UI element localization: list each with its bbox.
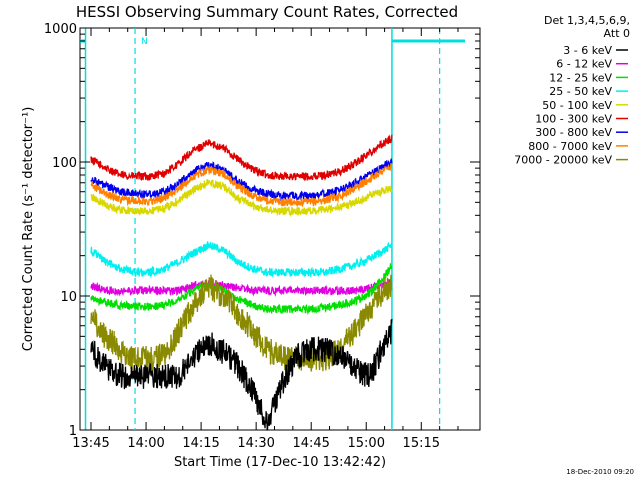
series-line-50-100-keV <box>90 179 393 218</box>
series-line-100-300-keV <box>90 134 393 182</box>
plot-frame <box>79 27 481 431</box>
legend-header-line-1: Det 1,3,4,5,6,9, <box>544 14 630 27</box>
annotation-0: N <box>141 37 148 47</box>
legend-label-6: 300 - 800 keV <box>535 126 612 139</box>
series-line-6-12-keV <box>90 278 393 297</box>
legend-label-2: 12 - 25 keV <box>549 71 612 84</box>
x-axis: 13:45 14:00 14:15 14:30 14:45 15:00 15:15 <box>72 28 459 451</box>
series-line-300-800-keV <box>90 157 393 202</box>
x-axis-label: Start Time (17-Dec-10 13:42:42) <box>174 455 386 470</box>
legend-label-7: 800 - 7000 keV <box>528 140 612 153</box>
legend-label-4: 50 - 100 keV <box>542 99 612 112</box>
x-tick-label-4: 14:45 <box>292 436 329 451</box>
chart-title: HESSI Observing Summary Count Rates, Cor… <box>76 3 458 21</box>
legend-label-0: 3 - 6 keV <box>563 44 612 57</box>
series-line-25-50-keV <box>90 241 393 279</box>
legend-header-line-2: Att 0 <box>604 27 630 40</box>
y-axis: 1 10 100 1000 <box>44 22 480 439</box>
footer-timestamp: 18-Dec-2010 09:20 <box>566 468 634 476</box>
x-tick-label-6: 15:15 <box>403 436 440 451</box>
series-line-12-25-keV <box>90 263 393 316</box>
x-tick-label-3: 14:30 <box>237 436 274 451</box>
legend-label-3: 25 - 50 keV <box>549 85 612 98</box>
x-tick-label-1: 14:00 <box>127 436 164 451</box>
y-tick-label-0: 1 <box>69 424 77 439</box>
x-tick-label-2: 14:15 <box>182 436 219 451</box>
y-tick-label-2: 100 <box>52 156 77 171</box>
series-line-800-7000-keV <box>90 163 393 208</box>
x-tick-label-0: 13:45 <box>72 436 109 451</box>
y-tick-label-3: 1000 <box>44 22 77 37</box>
series-line-3-6-keV <box>90 318 393 431</box>
legend-label-8: 7000 - 20000 keV <box>514 154 612 167</box>
y-axis-label: Corrected Count Rate (s⁻¹ detector⁻¹) <box>21 107 36 352</box>
legend-label-1: 6 - 12 keV <box>556 58 612 71</box>
y-tick-label-1: 10 <box>60 290 77 305</box>
series-lines <box>90 134 393 431</box>
legend-label-5: 100 - 300 keV <box>535 113 612 126</box>
x-tick-label-5: 15:00 <box>348 436 385 451</box>
annotations: N <box>141 37 148 47</box>
